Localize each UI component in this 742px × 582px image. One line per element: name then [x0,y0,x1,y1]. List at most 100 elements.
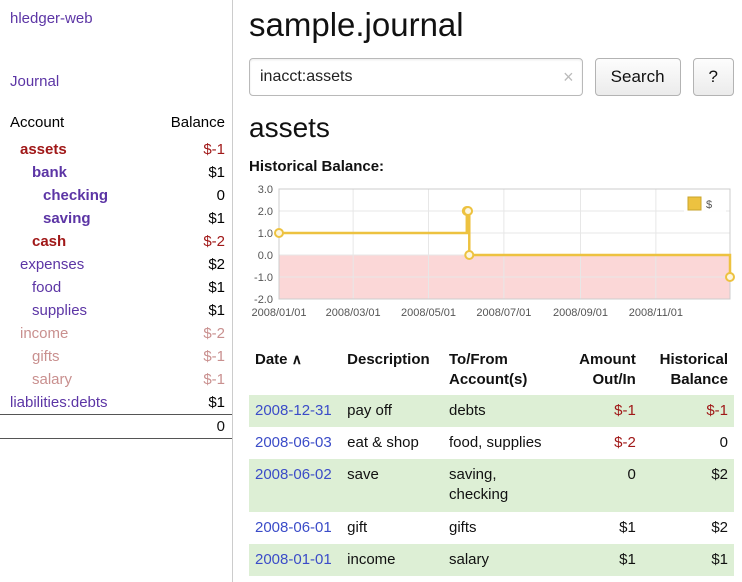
txn-amount: $-2 [614,433,636,451]
account-balance: $-2 [203,233,225,250]
account-balance: $1 [208,394,225,411]
svg-text:2008/03/01: 2008/03/01 [326,307,381,319]
svg-text:-1.0: -1.0 [254,272,273,284]
account-heading: assets [249,112,330,143]
account-row: gifts $-1 [0,345,232,368]
txn-description: save [347,466,379,483]
col-tofrom: To/From Account(s) [448,351,528,389]
txn-tofrom: saving, checking [448,466,509,504]
svg-text:$: $ [706,199,712,211]
txn-date-link[interactable]: 2008-06-02 [255,466,332,483]
account-link-gifts[interactable]: gifts [32,348,60,365]
register-row: 2008-12-31 pay off debts $-1 $-1 [249,394,734,427]
page-title: sample.journal [249,6,464,43]
account-link-liabilities-debts[interactable]: liabilities:debts [10,394,108,411]
accounts-col-account: Account [10,114,65,131]
account-balance: $2 [208,256,225,273]
account-row: salary $-1 [0,368,232,391]
account-link-income[interactable]: income [20,325,69,342]
account-row: expenses $2 [0,253,232,276]
sort-asc-icon: ∧ [291,351,302,367]
account-balance: $1 [208,164,225,181]
txn-date-link[interactable]: 2008-06-03 [255,433,332,451]
txn-description: eat & shop [347,433,419,451]
txn-description: pay off [347,401,392,419]
account-balance: $-1 [203,141,225,158]
account-row: checking 0 [0,184,232,207]
account-balance: $-1 [203,348,225,365]
txn-tofrom: salary [448,550,489,568]
account-link-supplies[interactable]: supplies [32,302,88,319]
account-balance: $-1 [203,371,225,388]
txn-balance: 0 [719,433,728,451]
search-input[interactable] [249,58,583,96]
sidebar: hledger-web Journal Account Balance asse… [0,0,233,582]
account-balance: 0 [216,187,225,204]
register-row: 2008-06-02 save saving, checking 0 $2 [249,459,734,512]
register-row: 2008-06-03 eat & shop food, supplies $-2… [249,427,734,459]
svg-text:2008/01/01: 2008/01/01 [251,307,306,319]
account-link-expenses[interactable]: expenses [20,256,85,273]
txn-amount: $-1 [614,401,636,419]
register-header-row: Date ∧ Description To/From Account(s) Am… [249,346,734,395]
account-row: liabilities:debts $1 [0,391,232,415]
account-link-food[interactable]: food [32,279,62,296]
register-row: 2008-01-01 income salary $1 $1 [249,543,734,576]
search-button[interactable]: Search [594,58,681,96]
svg-text:2008/09/01: 2008/09/01 [553,307,608,319]
account-balance: $1 [208,210,225,227]
txn-date-link[interactable]: 2008-01-01 [255,550,332,568]
register-row: 2008-06-01 gift gifts $1 $2 [249,512,734,544]
account-link-bank[interactable]: bank [32,164,68,181]
help-button[interactable]: ? [692,58,734,96]
col-amount: Amount Out/In [579,351,636,389]
account-link-checking[interactable]: checking [43,187,109,204]
account-row: supplies $1 [0,299,232,322]
txn-balance: $2 [711,466,728,483]
register-table: Date ∧ Description To/From Account(s) Am… [249,346,734,576]
svg-text:2008/07/01: 2008/07/01 [476,307,531,319]
chart-title: Historical Balance: [249,158,385,175]
txn-balance: $-1 [706,401,728,419]
col-date[interactable]: Date ∧ [255,351,302,368]
account-link-salary[interactable]: salary [32,371,73,388]
txn-balance: $2 [711,518,728,536]
clear-search-icon[interactable]: × [563,67,574,87]
account-row: saving $1 [0,207,232,230]
txn-date-link[interactable]: 2008-06-01 [255,518,332,536]
account-balance: $1 [208,302,225,319]
col-description: Description [347,351,430,368]
svg-text:1.0: 1.0 [258,228,273,240]
col-balance: Historical Balance [659,351,728,389]
account-link-saving[interactable]: saving [43,210,91,227]
accounts-col-balance: Balance [170,114,225,131]
search-box: × [249,58,583,96]
accounts-table: Account Balance assets $-1 bank $1 check… [0,110,232,439]
txn-description: income [347,550,396,568]
txn-tofrom: gifts [448,518,477,536]
accounts-total-balance: 0 [140,414,232,439]
account-row: bank $1 [0,161,232,184]
journal-link[interactable]: Journal [10,73,60,90]
nav-journal: Journal [0,73,232,90]
account-balance: $-2 [203,325,225,342]
account-row: food $1 [0,276,232,299]
svg-text:3.0: 3.0 [258,184,273,196]
txn-date-link[interactable]: 2008-12-31 [255,401,332,419]
txn-tofrom: food, supplies [448,433,542,451]
txn-amount: $1 [619,518,636,536]
account-row: income $-2 [0,322,232,345]
account-link-assets[interactable]: assets [20,141,67,158]
account-link-cash[interactable]: cash [32,233,67,250]
brand-link[interactable]: hledger-web [10,10,93,27]
search-row: × Search ? [249,58,734,96]
accounts-total-row: 0 [0,414,232,439]
svg-text:2008/11/01: 2008/11/01 [629,307,683,319]
txn-tofrom: debts [448,401,486,419]
svg-text:0.0: 0.0 [258,250,273,262]
account-row: cash $-2 [0,230,232,253]
main-content: sample.journal × Search ? assets Histori… [233,0,742,582]
txn-description: gift [347,518,368,536]
